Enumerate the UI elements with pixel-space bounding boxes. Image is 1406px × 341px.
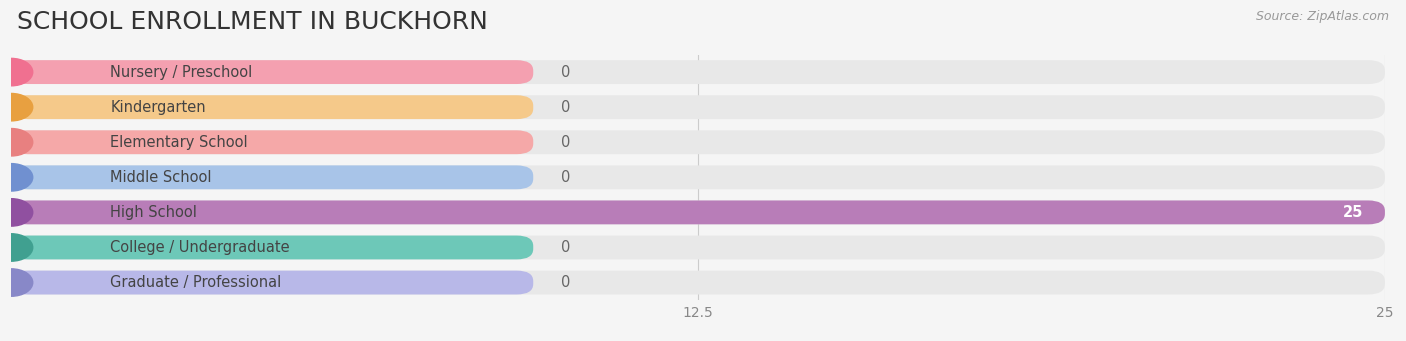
Text: SCHOOL ENROLLMENT IN BUCKHORN: SCHOOL ENROLLMENT IN BUCKHORN <box>17 10 488 34</box>
Text: 0: 0 <box>561 64 569 79</box>
FancyBboxPatch shape <box>11 236 533 260</box>
Text: 0: 0 <box>561 275 569 290</box>
Text: Kindergarten: Kindergarten <box>110 100 205 115</box>
FancyBboxPatch shape <box>11 165 533 189</box>
Text: 0: 0 <box>561 240 569 255</box>
Circle shape <box>0 234 32 261</box>
Text: 25: 25 <box>1343 205 1362 220</box>
Text: 0: 0 <box>561 100 569 115</box>
FancyBboxPatch shape <box>11 165 1385 189</box>
Text: High School: High School <box>110 205 197 220</box>
FancyBboxPatch shape <box>11 130 533 154</box>
FancyBboxPatch shape <box>11 60 533 84</box>
Circle shape <box>0 199 32 226</box>
Circle shape <box>0 93 32 121</box>
FancyBboxPatch shape <box>11 236 1385 260</box>
Circle shape <box>0 58 32 86</box>
FancyBboxPatch shape <box>11 201 1385 224</box>
FancyBboxPatch shape <box>11 95 1385 119</box>
FancyBboxPatch shape <box>11 271 533 295</box>
Text: Source: ZipAtlas.com: Source: ZipAtlas.com <box>1256 10 1389 23</box>
FancyBboxPatch shape <box>11 95 533 119</box>
Text: Elementary School: Elementary School <box>110 135 247 150</box>
Text: Middle School: Middle School <box>110 170 212 185</box>
FancyBboxPatch shape <box>11 130 1385 154</box>
FancyBboxPatch shape <box>11 271 1385 295</box>
Text: 0: 0 <box>561 135 569 150</box>
Text: Nursery / Preschool: Nursery / Preschool <box>110 64 253 79</box>
FancyBboxPatch shape <box>11 60 1385 84</box>
Text: College / Undergraduate: College / Undergraduate <box>110 240 290 255</box>
Text: Graduate / Professional: Graduate / Professional <box>110 275 281 290</box>
Circle shape <box>0 164 32 191</box>
Circle shape <box>0 129 32 156</box>
FancyBboxPatch shape <box>11 201 1385 224</box>
Text: 0: 0 <box>561 170 569 185</box>
Circle shape <box>0 269 32 296</box>
